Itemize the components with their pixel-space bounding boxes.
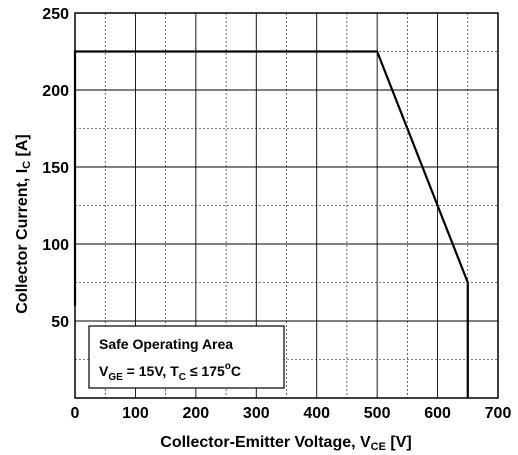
legend-line-2: VGE = 15V, TC ≤ 175oC	[99, 361, 241, 383]
y-tick-label: 200	[42, 83, 69, 100]
plot-frame	[74, 12, 499, 399]
tick-labels: 0 100 200 300 400 500 600 700 50 100 150 200 250	[42, 6, 511, 422]
x-tick-label: 500	[364, 405, 391, 422]
legend-line-1: Safe Operating Area	[99, 336, 233, 352]
y-tick-label: 250	[42, 6, 69, 23]
x-tick-label: 700	[485, 405, 512, 422]
x-tick-label: 600	[424, 405, 451, 422]
x-tick-label: 400	[303, 405, 330, 422]
x-axis-title: Collector-Emitter Voltage, VCE [V]	[160, 434, 411, 453]
y-axis-title: Collector Current, IC [A]	[14, 134, 33, 314]
x-tick-label: 0	[71, 405, 80, 422]
legend: Safe Operating Area VGE = 15V, TC ≤ 175o…	[88, 325, 285, 389]
y-tick-label: 100	[42, 237, 69, 254]
y-tick-label: 150	[42, 160, 69, 177]
legend-box	[88, 325, 285, 389]
x-tick-label: 100	[122, 405, 149, 422]
x-tick-label: 200	[183, 405, 210, 422]
x-tick-label: 300	[243, 405, 270, 422]
grid	[75, 13, 498, 398]
y-tick-label: 50	[51, 314, 69, 331]
